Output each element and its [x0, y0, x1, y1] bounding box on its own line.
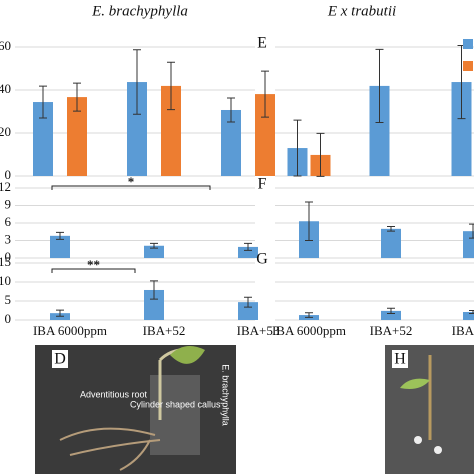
y-tick-label: 9 — [5, 196, 12, 211]
error-bar — [56, 309, 64, 317]
y-tick-label: 0 — [5, 167, 12, 182]
significance-label: ** — [87, 257, 100, 272]
error-bar — [469, 310, 474, 315]
bar — [161, 85, 181, 176]
leaf — [170, 346, 205, 364]
panel-box — [52, 350, 68, 368]
bar — [50, 235, 70, 258]
y-tick-label: 6 — [5, 214, 12, 229]
panel-label: G — [256, 251, 268, 268]
panel-box — [392, 350, 408, 368]
y-tick-label: 0 — [5, 311, 12, 326]
error-bar — [293, 119, 302, 177]
photo-d: D Adventitious root Cylinder shaped call… — [35, 345, 236, 474]
y-tick-label: 5 — [5, 292, 12, 307]
bar — [255, 94, 275, 176]
callus — [434, 446, 442, 454]
bar — [33, 102, 53, 176]
error-bar — [375, 48, 384, 123]
annotation: Adventitious root — [80, 389, 148, 399]
error-bar — [150, 280, 158, 300]
y-tick-label: 10 — [0, 273, 11, 288]
bar — [221, 109, 241, 176]
error-bar — [39, 85, 47, 119]
y-tick-label: 20 — [0, 124, 11, 139]
error-bar — [56, 231, 64, 240]
x-tick-label: IBA 6000ppm — [33, 323, 107, 338]
bar — [144, 289, 164, 320]
significance-bracket — [51, 268, 136, 273]
bar — [144, 245, 164, 258]
x-tick-label: IBA+53 — [237, 323, 280, 338]
bar — [238, 302, 258, 320]
bar — [127, 82, 147, 176]
error-bar — [305, 201, 313, 241]
legend-swatch — [463, 39, 473, 49]
roots — [59, 427, 161, 471]
annotation: Cylinder shaped callus — [130, 399, 221, 409]
bar — [67, 97, 87, 176]
bar — [451, 82, 472, 176]
error-bar — [244, 296, 252, 308]
leaf — [400, 378, 430, 389]
error-bar — [167, 61, 175, 111]
error-bar — [316, 132, 325, 177]
panel-label: H — [394, 351, 406, 368]
error-bar — [227, 97, 235, 123]
bar — [369, 85, 390, 176]
y-tick-label: 12 — [0, 179, 11, 194]
x-tick-label: IBA 6000ppm — [272, 323, 346, 338]
legend-swatch — [463, 61, 473, 71]
photo-h: H — [385, 345, 474, 474]
y-tick-label: 15 — [0, 254, 11, 269]
y-tick-label: 40 — [0, 81, 11, 96]
x-tick-label: IBA+52 — [370, 323, 413, 338]
chart-title: E x trabutii — [327, 3, 396, 19]
error-bar — [133, 49, 141, 115]
significance-label: * — [128, 174, 135, 189]
panel-label: D — [54, 351, 66, 368]
y-tick-label: 60 — [0, 38, 11, 53]
bar — [381, 310, 401, 320]
bar — [381, 228, 401, 258]
x-tick-label: IBA+52 — [143, 323, 186, 338]
ruler — [150, 375, 200, 455]
panel-label: F — [258, 176, 267, 193]
chart-title: E. brachyphylla — [91, 3, 188, 19]
significance-bracket — [51, 185, 211, 190]
error-bar — [469, 223, 474, 239]
bar — [238, 246, 258, 258]
bar — [463, 231, 474, 258]
error-bar — [244, 242, 252, 251]
error-bar — [150, 242, 158, 249]
x-tick-label: IBA+53 — [452, 323, 474, 338]
photo — [35, 345, 236, 474]
annotation: E. brachyphylla — [221, 364, 231, 426]
error-bar — [387, 307, 395, 315]
callus — [414, 436, 422, 444]
bar — [463, 312, 474, 320]
y-tick-label: 3 — [5, 231, 12, 246]
error-bar — [73, 82, 81, 112]
panel-label: E — [257, 35, 267, 52]
y-tick-label: 0 — [5, 249, 12, 264]
error-bar — [387, 226, 395, 232]
error-bar — [305, 312, 313, 318]
error-bar — [261, 70, 269, 118]
